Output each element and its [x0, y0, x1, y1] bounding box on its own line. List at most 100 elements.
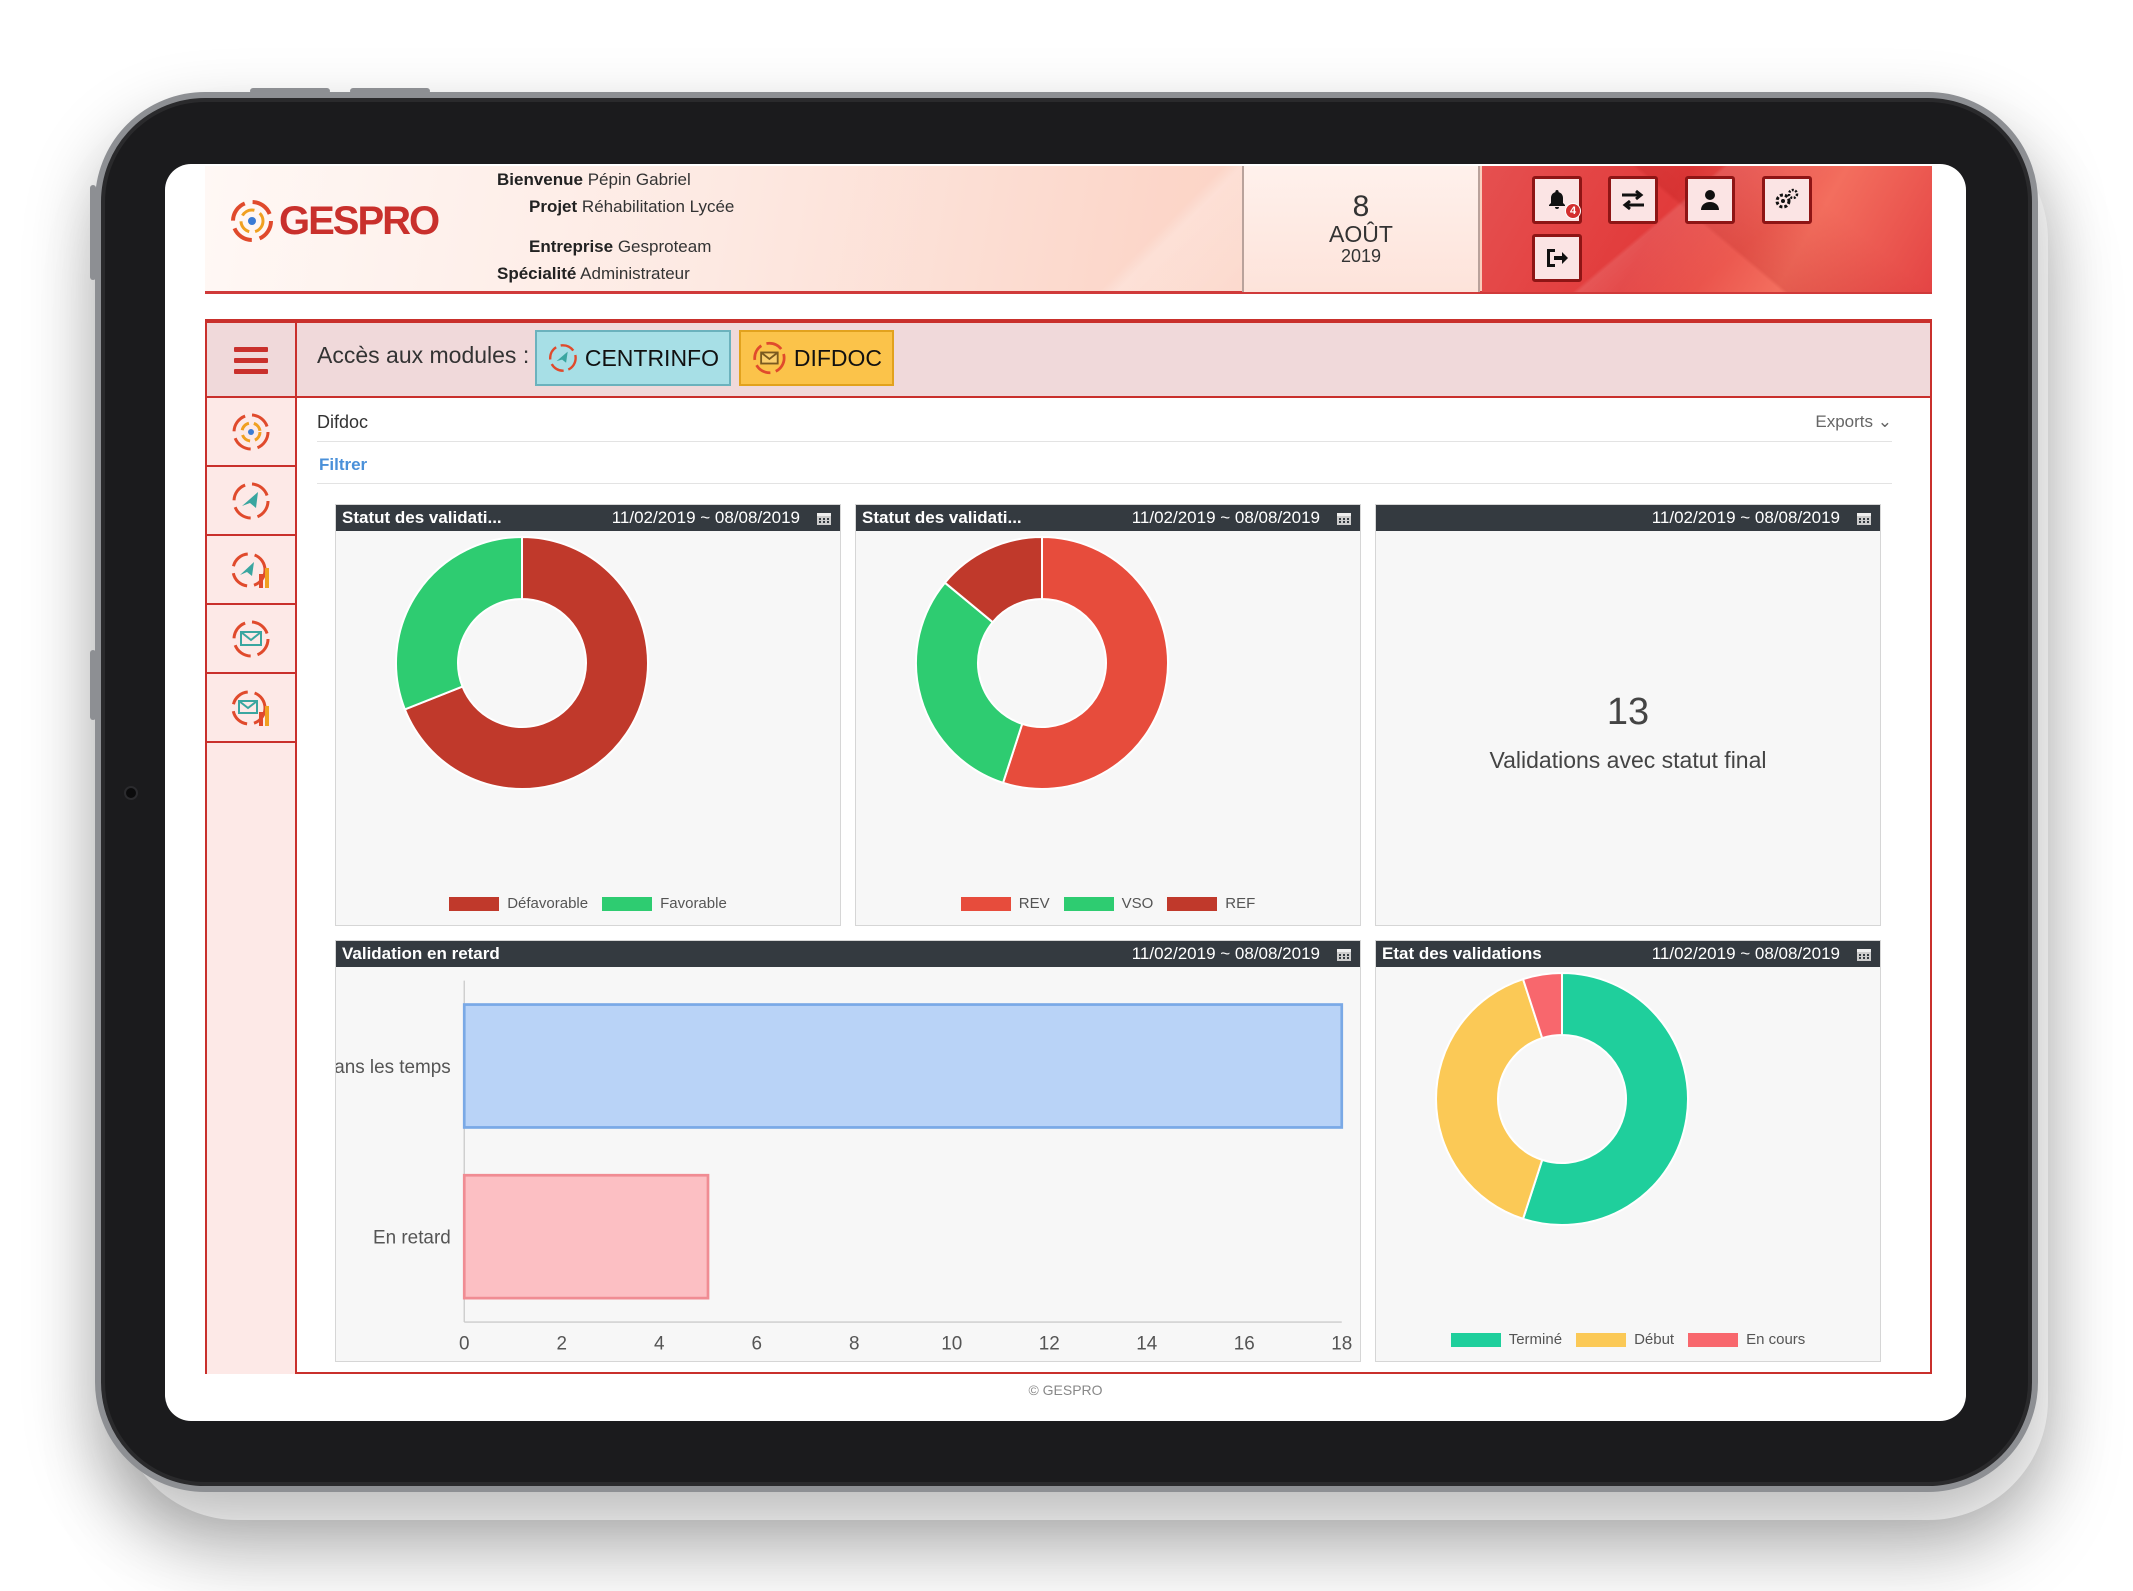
legend-item[interactable]: Défavorable — [449, 895, 588, 912]
chart-legend: REV VSO REF — [856, 895, 1360, 912]
logout-button[interactable] — [1532, 234, 1582, 282]
project-line: Projet Réhabilitation Lycée — [529, 197, 735, 216]
date-month: AOÛT — [1329, 221, 1393, 247]
date-range: 11/02/2019 ~ 08/08/2019 — [1651, 508, 1840, 527]
exports-dropdown[interactable]: Exports ⌄ — [1815, 412, 1892, 431]
panel-kpi: 11/02/2019 ~ 08/08/2019 13 Validations a… — [1375, 504, 1881, 926]
x-tick-label: 10 — [941, 1333, 962, 1354]
date-day: 8 — [1352, 190, 1370, 223]
bar-chart: Dans les temps En retard 0 2 4 6 8 10 12 14 16 18 — [336, 980, 1352, 1354]
panel-title: Validation en retard — [342, 944, 500, 963]
bar-en-retard[interactable] — [462, 1173, 710, 1300]
chart-area: Dans les temps En retard 0 2 4 6 8 10 12 14 16 18 — [336, 967, 1360, 1361]
kpi-label: Validations avec statut final — [1489, 747, 1767, 773]
legend-label: Défavorable — [507, 895, 589, 912]
hamburger-icon — [234, 347, 268, 352]
donut-slice-vso[interactable] — [915, 581, 1024, 785]
bar-dans-les-temps[interactable] — [462, 1003, 1344, 1129]
calendar-icon[interactable] — [1336, 510, 1352, 526]
sidebar-item-centrinfo[interactable] — [207, 467, 295, 536]
filter-row: Filtrer — [317, 442, 1892, 484]
date-year: 2019 — [1340, 246, 1382, 266]
module-centrinfo-button[interactable]: CENTRINFO — [535, 330, 731, 386]
panel-header: 11/02/2019 ~ 08/08/2019 — [1376, 505, 1880, 531]
legend-swatch — [1167, 896, 1218, 911]
camera — [124, 786, 138, 800]
chart-area: Terminé Début En cours — [1376, 967, 1880, 1361]
swap-arrows-icon — [1622, 189, 1644, 211]
modules-label: Accès aux modules : — [317, 342, 530, 368]
panel-header: Statut des validati... 11/02/2019 ~ 08/0… — [856, 505, 1360, 531]
legend-label: Terminé — [1508, 1331, 1563, 1348]
donut-slice-rev[interactable] — [1001, 535, 1169, 790]
side-button — [90, 650, 96, 720]
header-actions: 4 — [1482, 166, 1932, 292]
sidebar-item-home[interactable] — [207, 398, 295, 467]
filter-link[interactable]: Filtrer — [319, 455, 368, 474]
page-title: Difdoc — [317, 412, 369, 432]
legend-swatch — [449, 896, 500, 911]
panel-validation-state: Etat des validations 11/02/2019 ~ 08/08/… — [1375, 940, 1881, 1362]
donut-slice-ref[interactable] — [943, 535, 1043, 624]
panel-header: Etat des validations 11/02/2019 ~ 08/08/… — [1376, 941, 1880, 967]
module-difdoc-button[interactable]: DIFDOC — [739, 330, 894, 386]
logo-icon — [231, 200, 273, 242]
legend-label: VSO — [1121, 895, 1154, 912]
switch-button[interactable] — [1608, 176, 1658, 224]
centrinfo-icon — [548, 344, 577, 372]
legend-item[interactable]: Favorable — [602, 895, 727, 912]
legend-item[interactable]: VSO — [1063, 895, 1154, 912]
chart-area: REV VSO REF — [856, 531, 1360, 925]
sidebar-item-difdoc[interactable] — [207, 605, 295, 674]
donut-slice-en-cours[interactable] — [1521, 971, 1563, 1040]
chart-legend: Terminé Début En cours — [1376, 1331, 1880, 1348]
chart-legend: Défavorable Favorable — [336, 895, 840, 912]
x-tick-label: 16 — [1234, 1333, 1255, 1354]
legend-item[interactable]: REV — [960, 895, 1050, 912]
donut-slice-favorable[interactable] — [395, 535, 523, 711]
sidebar — [207, 398, 297, 1374]
legend-label: En cours — [1746, 1331, 1806, 1348]
panel-status-1: Statut des validati... 11/02/2019 ~ 08/0… — [335, 504, 841, 926]
legend-swatch — [1063, 896, 1114, 911]
sidebar-item-centrinfo-stats[interactable] — [207, 536, 295, 605]
legend-item[interactable]: Début — [1576, 1331, 1674, 1348]
bell-icon — [1549, 190, 1565, 209]
legend-item[interactable]: En cours — [1688, 1331, 1805, 1348]
logo: GESPRO — [227, 196, 440, 246]
x-tick-label: 18 — [1331, 1333, 1352, 1354]
donut-slice-début[interactable] — [1435, 977, 1544, 1221]
legend-label: REF — [1225, 895, 1256, 912]
x-tick-label: 14 — [1136, 1333, 1157, 1354]
header: GESPRO Bienvenue Pépin Gabriel Projet Ré… — [205, 166, 1932, 294]
panel-status-2: Statut des validati... 11/02/2019 ~ 08/0… — [855, 504, 1361, 926]
calendar-icon[interactable] — [1856, 946, 1872, 962]
notification-badge: 4 — [1565, 203, 1581, 219]
legend-item[interactable]: Terminé — [1450, 1331, 1563, 1348]
legend-label: Favorable — [660, 895, 727, 912]
x-tick-label: 12 — [1039, 1333, 1060, 1354]
calendar-icon[interactable] — [816, 510, 832, 526]
calendar-icon[interactable] — [1336, 946, 1352, 962]
donut-slice-défavorable[interactable] — [403, 535, 649, 790]
logout-icon — [1547, 249, 1568, 267]
gears-icon — [1775, 188, 1799, 209]
profile-button[interactable] — [1685, 176, 1735, 224]
sidebar-item-difdoc-stats[interactable] — [207, 674, 295, 743]
screen: GESPRO Bienvenue Pépin Gabriel Projet Ré… — [165, 164, 1966, 1421]
legend-label: Début — [1634, 1331, 1675, 1348]
chevron-down-icon: ⌄ — [1877, 412, 1892, 431]
volume-button — [350, 88, 430, 94]
legend-swatch — [1688, 1332, 1739, 1347]
logo-text: GESPRO — [279, 198, 440, 243]
panel-header: Statut des validati... 11/02/2019 ~ 08/0… — [336, 505, 840, 531]
gespro-icon — [232, 413, 270, 450]
settings-button[interactable] — [1762, 176, 1812, 224]
menu-toggle-button[interactable] — [207, 323, 297, 398]
donut-slice-terminé[interactable] — [1521, 971, 1689, 1226]
calendar-icon[interactable] — [1856, 510, 1872, 526]
legend-item[interactable]: REF — [1167, 895, 1255, 912]
notifications-button[interactable]: 4 — [1532, 176, 1582, 224]
x-tick-label: 6 — [751, 1333, 762, 1354]
difdoc-icon — [232, 620, 270, 657]
